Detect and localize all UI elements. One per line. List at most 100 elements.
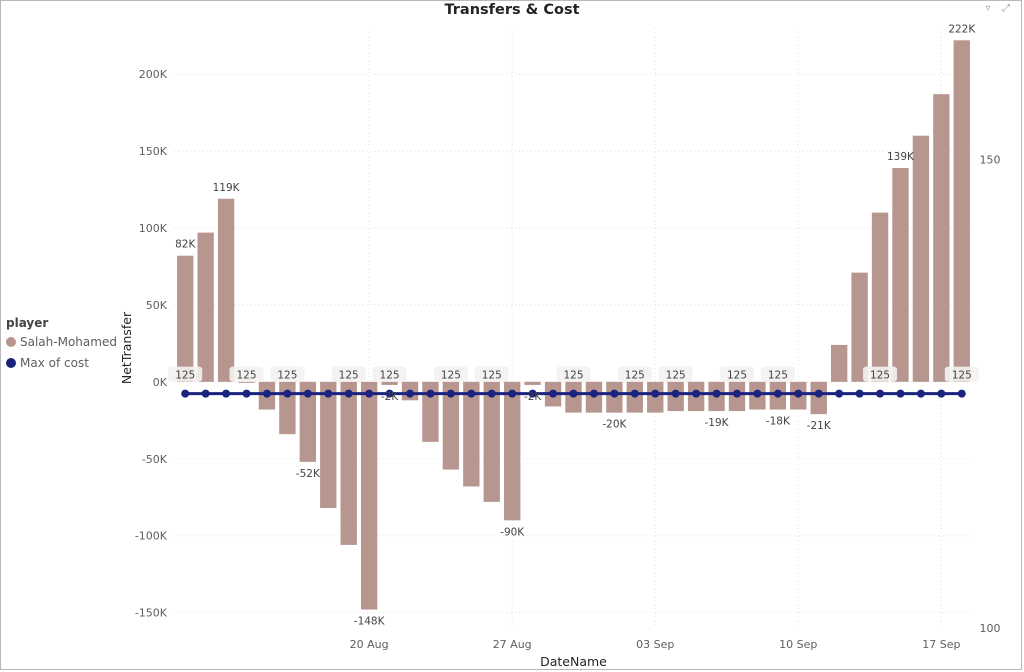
line-point (385, 389, 394, 398)
line-data-label-bg (556, 366, 591, 382)
y-axis-title: NetTransfer (119, 311, 134, 384)
bar (851, 272, 868, 382)
bar (442, 381, 460, 470)
line-point (692, 389, 701, 398)
line-point (916, 389, 925, 398)
bar-data-label: -20K (602, 419, 627, 431)
legend-item-max-of-cost[interactable]: Max of cost (6, 356, 117, 370)
line-data-label: 125 (727, 370, 747, 382)
bar-data-label: -148K (354, 616, 386, 628)
bar-data-label: 119K (213, 182, 241, 194)
line-point (344, 389, 353, 398)
line-data-label-bg (372, 366, 407, 382)
bar-data-label: -18K (766, 416, 791, 428)
legend-label: Salah-Mohamed (20, 335, 117, 349)
bar-data-label: -52K (296, 468, 321, 480)
legend: player Salah-Mohamed Max of cost (6, 316, 117, 377)
line-point (262, 389, 271, 398)
bar (422, 381, 439, 442)
line-point (610, 389, 619, 398)
bar-data-label: -2K (524, 391, 542, 403)
line-data-label: 125 (277, 370, 297, 382)
bar (810, 381, 827, 415)
line-point (589, 389, 598, 398)
bar-data-label: -2K (381, 391, 399, 403)
line-data-label: 125 (870, 370, 890, 382)
line-point (467, 389, 476, 398)
line-data-label-bg (617, 366, 652, 382)
line-data-label: 125 (380, 370, 400, 382)
line-point (365, 389, 374, 398)
bar (217, 198, 235, 382)
bar (524, 381, 541, 385)
line-point (528, 389, 537, 398)
line-data-label-bg (229, 366, 264, 382)
y-tick-label: -100K (135, 530, 168, 543)
line-data-label-bg (270, 366, 305, 382)
bar (299, 381, 317, 462)
y-tick-label: 100K (139, 222, 168, 235)
line-point (181, 389, 190, 398)
line-data-label: 125 (768, 370, 788, 382)
x-tick-label: 20 Aug (350, 638, 389, 651)
filter-icon[interactable]: ▿ (985, 3, 991, 14)
line-data-label-bg (168, 366, 203, 382)
line-point (426, 389, 435, 398)
line-point (508, 389, 517, 398)
bar (381, 381, 398, 385)
line-point (549, 389, 558, 398)
line-point (222, 389, 231, 398)
line-data-label: 125 (952, 370, 972, 382)
x-axis: 20 Aug 27 Aug 03 Sep 10 Sep 17 Sep (350, 638, 961, 651)
y2-axis: 100 150 (980, 153, 1001, 635)
line-point (896, 389, 905, 398)
bar (892, 168, 909, 382)
bar (830, 344, 848, 382)
line-data-label: 125 (625, 370, 645, 382)
line-point (773, 389, 782, 398)
bar (238, 381, 255, 383)
legend-item-salah-mohamed[interactable]: Salah-Mohamed (6, 335, 117, 349)
line-data-labels: 125 125 125 125 125 125 125 125 125 125 125 125 125 1… (168, 366, 979, 382)
line-point (283, 389, 292, 398)
line-point (487, 389, 496, 398)
legend-label: Max of cost (20, 356, 89, 370)
line-data-label-bg (474, 366, 509, 382)
line-data-label-bg (944, 366, 979, 382)
line-point (630, 389, 639, 398)
bar (463, 381, 480, 487)
line-data-label-bg (760, 366, 795, 382)
line-point (242, 389, 251, 398)
line-point (794, 389, 803, 398)
line-point (957, 389, 966, 398)
bar (953, 40, 970, 382)
bar-data-label: -90K (500, 526, 525, 538)
focus-mode-icon[interactable]: ⤢ (1002, 3, 1010, 14)
y-tick-label: -150K (135, 607, 168, 620)
line-point (937, 389, 946, 398)
x-tick-label: 03 Sep (636, 638, 674, 651)
line-data-label-bg (433, 366, 468, 382)
line-point (201, 389, 210, 398)
line-point (406, 389, 415, 398)
x-tick-label: 17 Sep (922, 638, 960, 651)
bar-data-label: 139K (887, 151, 915, 163)
bar (871, 212, 889, 382)
line-data-label-bg (658, 366, 693, 382)
y-tick-label: 150K (139, 145, 168, 158)
y-axis: -150K -100K -50K 0K 50K 100K 150K 200K (135, 68, 168, 619)
y-tick-label: 50K (146, 299, 168, 312)
bar (177, 255, 194, 382)
line-point (814, 389, 823, 398)
bar (912, 135, 930, 382)
legend-swatch-bar (6, 337, 16, 347)
bar-data-label: -19K (705, 417, 730, 429)
x-tick-label: 10 Sep (779, 638, 817, 651)
line-data-label: 125 (441, 370, 461, 382)
line-data-label-bg (719, 366, 754, 382)
line-point (876, 389, 885, 398)
chart-title: Transfers & Cost (444, 2, 580, 18)
y2-tick-label: 150 (980, 153, 1001, 166)
line-point (446, 389, 455, 398)
